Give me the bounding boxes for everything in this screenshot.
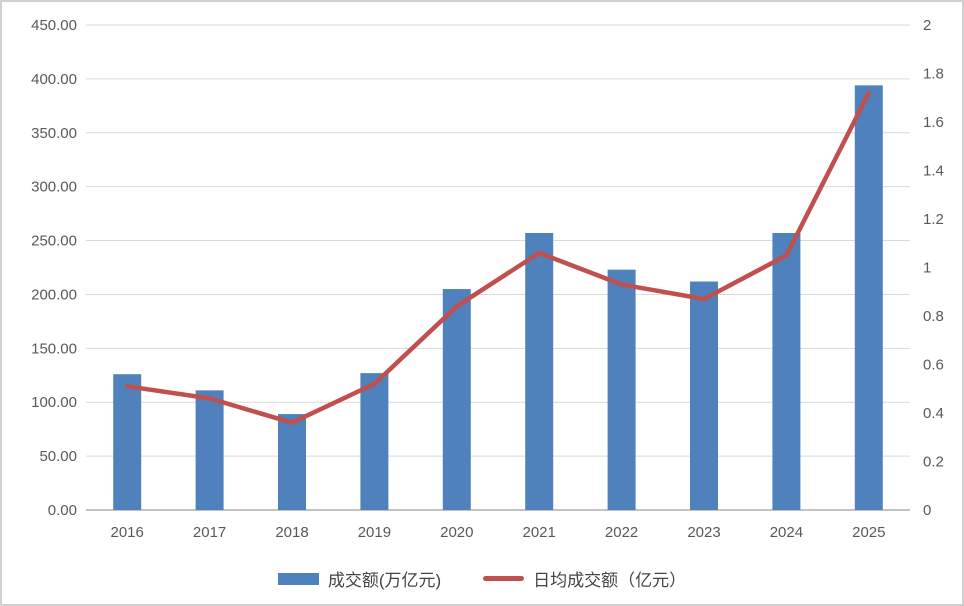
- left-axis-tick-label: 200.00: [31, 286, 77, 303]
- x-axis-category-label: 2023: [687, 524, 720, 541]
- x-axis-category-label: 2021: [523, 524, 556, 541]
- x-axis-category-label: 2022: [605, 524, 638, 541]
- bar-series-label: 成交额(万亿元): [327, 571, 442, 590]
- x-axis-category-label: 2020: [440, 524, 473, 541]
- right-axis-tick-label: 0.2: [923, 454, 944, 471]
- bar-2020: [442, 289, 471, 510]
- right-axis-tick-label: 1.6: [923, 114, 944, 131]
- right-axis-tick-label: 0.8: [923, 308, 944, 325]
- chart-legend: 成交额(万亿元) 日均成交额（亿元）: [2, 566, 962, 591]
- x-axis-category-label: 2025: [852, 524, 885, 541]
- left-axis-tick-label: 450.00: [31, 17, 77, 34]
- bar-2023: [690, 281, 718, 510]
- left-axis-tick-label: 400.00: [31, 71, 77, 88]
- x-axis-category-label: 2019: [358, 524, 391, 541]
- bar-2017: [195, 390, 224, 510]
- bar-2016: [113, 374, 142, 510]
- bar-series-swatch: [277, 572, 319, 585]
- bar-2021: [525, 233, 554, 510]
- line-series-swatch: [483, 576, 525, 581]
- left-axis-tick-label: 250.00: [31, 233, 77, 250]
- right-axis-tick-label: 1.8: [923, 66, 944, 83]
- left-axis-tick-label: 50.00: [39, 448, 77, 465]
- right-axis-tick-label: 2: [923, 17, 931, 34]
- right-axis-tick-label: 1: [923, 260, 931, 277]
- x-axis-category-label: 2018: [275, 524, 308, 541]
- trend-line: [124, 90, 872, 425]
- bar-2024: [772, 233, 801, 510]
- bar-2025: [854, 85, 883, 510]
- left-axis-tick-label: 350.00: [31, 125, 77, 142]
- right-axis-tick-label: 0.4: [923, 405, 944, 422]
- legend-item-bar-series: 成交额(万亿元): [277, 566, 442, 591]
- x-axis-category-label: 2017: [193, 524, 226, 541]
- legend-item-line-series: 日均成交额（亿元）: [483, 566, 686, 591]
- bar-2019: [360, 373, 389, 510]
- left-axis-tick-label: 300.00: [31, 179, 77, 196]
- left-axis-tick-label: 100.00: [31, 394, 77, 411]
- x-axis-category-label: 2024: [770, 524, 803, 541]
- left-axis-tick-label: 150.00: [31, 340, 77, 357]
- line-series-label: 日均成交额（亿元）: [533, 571, 687, 590]
- right-axis-tick-label: 1.4: [923, 163, 944, 180]
- left-axis-tick-label: 0.00: [48, 502, 77, 519]
- bar-2022: [607, 269, 636, 510]
- right-axis-tick-label: 0: [923, 502, 931, 519]
- right-axis-tick-label: 0.6: [923, 357, 944, 374]
- bar-2018: [278, 414, 306, 510]
- x-axis-category-label: 2016: [111, 524, 144, 541]
- right-axis-tick-label: 1.2: [923, 211, 944, 228]
